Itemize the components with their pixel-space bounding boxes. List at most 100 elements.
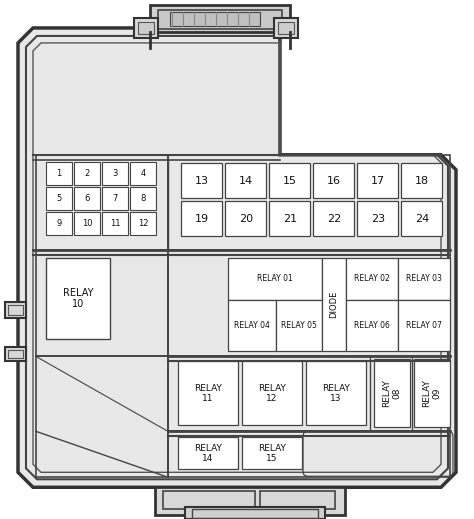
Bar <box>401 201 442 236</box>
Bar <box>313 163 354 198</box>
Bar <box>192 509 318 518</box>
Bar <box>260 491 335 509</box>
Bar <box>278 22 294 34</box>
Bar <box>5 302 26 318</box>
Bar <box>374 360 410 427</box>
Text: 4: 4 <box>140 169 146 177</box>
Text: DIODE: DIODE <box>329 291 338 318</box>
Bar <box>36 357 168 477</box>
Bar <box>138 22 154 34</box>
Bar <box>178 361 238 426</box>
Text: RELAY
08: RELAY 08 <box>383 379 401 407</box>
Bar <box>102 212 128 235</box>
Bar <box>181 201 222 236</box>
Bar <box>46 257 110 339</box>
Text: RELAY 02: RELAY 02 <box>354 274 390 283</box>
Text: RELAY 03: RELAY 03 <box>406 274 442 283</box>
Bar <box>102 162 128 185</box>
Bar <box>150 5 290 32</box>
Text: RELAY 04: RELAY 04 <box>234 321 270 330</box>
Bar <box>8 350 23 359</box>
Bar <box>357 163 398 198</box>
Bar <box>170 12 260 26</box>
Text: RELAY 05: RELAY 05 <box>281 321 317 330</box>
Text: RELAY
09: RELAY 09 <box>422 379 442 407</box>
Text: 17: 17 <box>371 176 385 186</box>
Text: 24: 24 <box>415 214 429 224</box>
Text: RELAY 07: RELAY 07 <box>406 321 442 330</box>
Text: 16: 16 <box>327 176 341 186</box>
Bar <box>313 201 354 236</box>
Bar <box>46 162 72 185</box>
Bar <box>130 212 156 235</box>
Bar <box>168 357 450 431</box>
Bar <box>74 187 100 210</box>
Bar <box>357 201 398 236</box>
Text: 6: 6 <box>84 194 90 203</box>
Bar <box>74 212 100 235</box>
Bar <box>346 257 398 299</box>
Bar <box>163 491 255 509</box>
Text: RELAY
11: RELAY 11 <box>194 384 222 403</box>
Bar <box>398 299 450 351</box>
Text: 7: 7 <box>112 194 118 203</box>
Bar <box>155 487 345 515</box>
Bar <box>46 187 72 210</box>
Text: 23: 23 <box>371 214 385 224</box>
Bar <box>168 155 450 250</box>
Text: 14: 14 <box>239 176 253 186</box>
Text: 1: 1 <box>56 169 62 177</box>
Text: 21: 21 <box>283 214 297 224</box>
Bar <box>306 361 366 426</box>
Bar <box>46 212 72 235</box>
Text: RELAY
13: RELAY 13 <box>322 384 350 403</box>
Bar <box>269 201 310 236</box>
Text: 13: 13 <box>195 176 209 186</box>
Bar <box>242 438 302 469</box>
Bar <box>228 299 276 351</box>
Bar <box>130 187 156 210</box>
Text: RELAY
10: RELAY 10 <box>63 288 93 309</box>
Text: 2: 2 <box>84 169 90 177</box>
Bar <box>36 155 168 250</box>
Bar <box>102 187 128 210</box>
Text: 15: 15 <box>283 176 297 186</box>
Bar <box>158 10 282 29</box>
Text: RELAY
15: RELAY 15 <box>258 444 286 463</box>
Text: 12: 12 <box>138 218 148 228</box>
PathPatch shape <box>18 28 456 487</box>
Bar <box>74 162 100 185</box>
Bar <box>401 163 442 198</box>
Text: 10: 10 <box>82 218 92 228</box>
Text: 3: 3 <box>112 169 118 177</box>
Bar <box>274 18 298 38</box>
Bar <box>398 257 450 299</box>
Bar <box>168 250 450 357</box>
Bar <box>181 163 222 198</box>
Bar <box>185 507 325 519</box>
Text: 18: 18 <box>415 176 429 186</box>
Text: 11: 11 <box>110 218 120 228</box>
Bar <box>322 257 346 351</box>
Text: 20: 20 <box>239 214 253 224</box>
Bar <box>242 361 302 426</box>
Bar <box>346 299 398 351</box>
Text: 5: 5 <box>56 194 62 203</box>
Text: RELAY
14: RELAY 14 <box>194 444 222 463</box>
Bar <box>269 163 310 198</box>
Text: 8: 8 <box>140 194 146 203</box>
Bar <box>225 163 266 198</box>
Bar <box>36 250 168 357</box>
Bar <box>130 162 156 185</box>
Bar <box>134 18 158 38</box>
Text: RELAY
12: RELAY 12 <box>258 384 286 403</box>
Bar <box>225 201 266 236</box>
Text: RELAY 06: RELAY 06 <box>354 321 390 330</box>
Bar <box>178 438 238 469</box>
Bar <box>168 431 450 477</box>
Text: 9: 9 <box>56 218 62 228</box>
Bar <box>414 360 450 427</box>
Bar <box>276 299 322 351</box>
Text: RELAY 01: RELAY 01 <box>257 274 293 283</box>
Bar <box>228 257 322 299</box>
